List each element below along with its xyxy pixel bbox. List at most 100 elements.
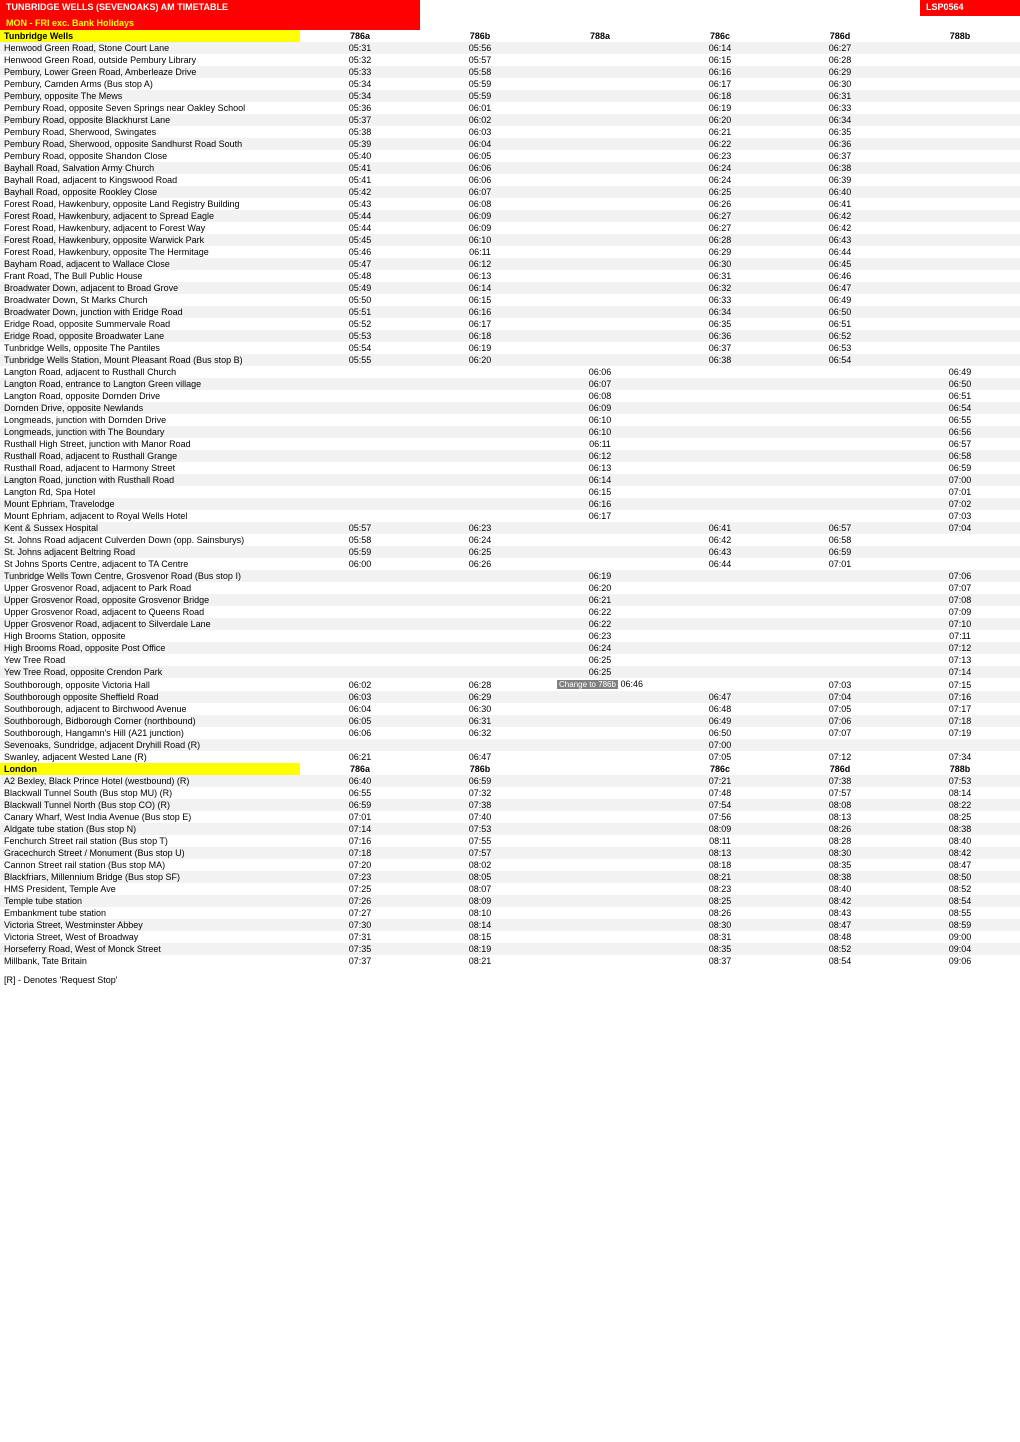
time-cell: 08:13 (780, 811, 900, 823)
time-cell: 06:15 (540, 486, 660, 498)
time-cell: 06:10 (540, 414, 660, 426)
time-cell (660, 366, 780, 378)
time-cell (540, 907, 660, 919)
time-cell: 05:34 (300, 78, 420, 90)
time-cell (780, 414, 900, 426)
time-cell: 08:52 (780, 943, 900, 955)
time-cell (300, 414, 420, 426)
time-cell (540, 54, 660, 66)
time-cell (780, 366, 900, 378)
column-header: 788b (900, 763, 1020, 775)
time-cell: 07:18 (300, 847, 420, 859)
stop-name: Forest Road, Hawkenbury, opposite Land R… (0, 198, 300, 210)
time-cell: 06:30 (780, 78, 900, 90)
time-cell: 06:29 (660, 246, 780, 258)
time-cell (900, 558, 1020, 570)
time-cell: 06:37 (780, 150, 900, 162)
time-cell: 06:35 (660, 318, 780, 330)
table-row: Sevenoaks, Sundridge, adjacent Dryhill R… (0, 739, 1020, 751)
stop-name: Tunbridge Wells Station, Mount Pleasant … (0, 354, 300, 366)
time-cell (300, 654, 420, 666)
time-cell: 06:19 (540, 570, 660, 582)
stop-name: Forest Road, Hawkenbury, adjacent to For… (0, 222, 300, 234)
time-cell: 07:01 (900, 486, 1020, 498)
table-row: Aldgate tube station (Bus stop N)07:1407… (0, 823, 1020, 835)
time-cell (660, 510, 780, 522)
time-cell: 06:20 (420, 354, 540, 366)
time-cell (300, 366, 420, 378)
section-header: London786a786b786c786d788b (0, 763, 1020, 775)
time-cell (540, 66, 660, 78)
time-cell: 07:08 (900, 594, 1020, 606)
time-cell: 05:58 (300, 534, 420, 546)
time-cell: 07:10 (900, 618, 1020, 630)
change-note: Change to 786b (557, 680, 618, 689)
stop-name: Pembury Road, opposite Blackhurst Lane (0, 114, 300, 126)
time-cell: 06:16 (540, 498, 660, 510)
time-cell: 08:14 (900, 787, 1020, 799)
stop-name: Southborough, opposite Victoria Hall (0, 678, 300, 691)
time-cell (660, 642, 780, 654)
stop-name: Bayham Road, adjacent to Wallace Close (0, 258, 300, 270)
table-row: Temple tube station07:2608:0908:2508:420… (0, 895, 1020, 907)
time-cell (420, 606, 540, 618)
stop-name: Temple tube station (0, 895, 300, 907)
stop-name: Kent & Sussex Hospital (0, 522, 300, 534)
table-row: Upper Grosvenor Road, adjacent to Silver… (0, 618, 1020, 630)
time-cell (540, 775, 660, 787)
time-cell (900, 198, 1020, 210)
time-cell: 06:18 (660, 90, 780, 102)
time-cell: 06:08 (420, 198, 540, 210)
stop-name: Mount Ephriam, Travelodge (0, 498, 300, 510)
time-cell (540, 318, 660, 330)
time-cell (900, 246, 1020, 258)
column-header: 788a (540, 30, 660, 42)
time-cell (660, 654, 780, 666)
time-cell: 07:32 (420, 787, 540, 799)
time-cell: 07:56 (660, 811, 780, 823)
time-cell: 05:41 (300, 162, 420, 174)
table-row: Langton Road, junction with Rusthall Roa… (0, 474, 1020, 486)
time-cell: 06:59 (300, 799, 420, 811)
time-cell: 06:50 (900, 378, 1020, 390)
stop-name: High Brooms Road, opposite Post Office (0, 642, 300, 654)
time-cell: 08:14 (420, 919, 540, 931)
time-cell: 08:18 (660, 859, 780, 871)
time-cell (780, 438, 900, 450)
time-cell (300, 642, 420, 654)
table-row: Longmeads, junction with The Boundary06:… (0, 426, 1020, 438)
table-row: Blackwall Tunnel North (Bus stop CO) (R)… (0, 799, 1020, 811)
time-cell: 06:57 (900, 438, 1020, 450)
time-cell: 06:49 (780, 294, 900, 306)
time-cell (780, 390, 900, 402)
time-cell: 06:19 (420, 342, 540, 354)
time-cell: 06:12 (420, 258, 540, 270)
time-cell: 06:15 (660, 54, 780, 66)
time-cell: 08:02 (420, 859, 540, 871)
time-cell (780, 570, 900, 582)
table-row: Swanley, adjacent Wested Lane (R)06:2106… (0, 751, 1020, 763)
stop-name: Langton Rd, Spa Hotel (0, 486, 300, 498)
time-cell: 07:04 (900, 522, 1020, 534)
time-cell: 06:30 (660, 258, 780, 270)
column-header: 786b (420, 30, 540, 42)
stop-name: HMS President, Temple Ave (0, 883, 300, 895)
time-cell: 06:33 (660, 294, 780, 306)
time-cell (420, 378, 540, 390)
time-cell: 08:07 (420, 883, 540, 895)
time-cell (780, 378, 900, 390)
time-cell (660, 378, 780, 390)
time-cell: 06:55 (900, 414, 1020, 426)
time-cell: 08:50 (900, 871, 1020, 883)
stop-name: Fenchurch Street rail station (Bus stop … (0, 835, 300, 847)
stop-name: Pembury, opposite The Mews (0, 90, 300, 102)
table-row: Bayhall Road, opposite Rookley Close05:4… (0, 186, 1020, 198)
time-cell (660, 474, 780, 486)
time-cell: 05:34 (300, 90, 420, 102)
time-cell (900, 234, 1020, 246)
time-cell (780, 582, 900, 594)
time-cell (420, 510, 540, 522)
time-cell: 08:11 (660, 835, 780, 847)
time-cell (540, 703, 660, 715)
stop-name: Yew Tree Road, opposite Crendon Park (0, 666, 300, 678)
